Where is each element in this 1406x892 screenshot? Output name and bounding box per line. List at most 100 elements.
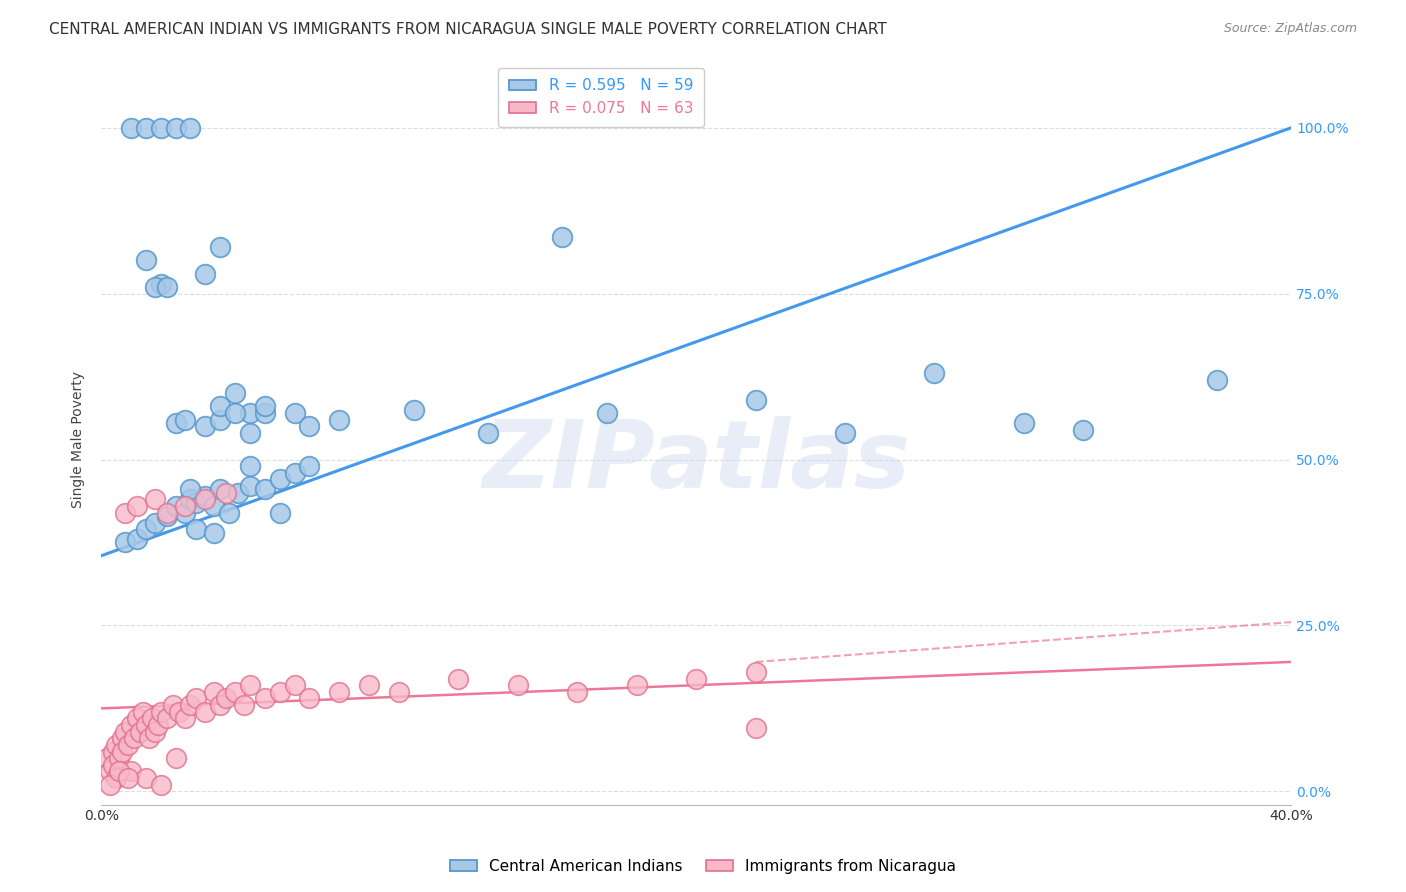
Point <box>117 738 139 752</box>
Point <box>233 698 256 712</box>
Point <box>596 406 619 420</box>
Point <box>135 771 157 785</box>
Point <box>745 392 768 407</box>
Point <box>477 425 499 440</box>
Point <box>202 499 225 513</box>
Point <box>284 678 307 692</box>
Point <box>173 711 195 725</box>
Point <box>105 771 128 785</box>
Point <box>224 406 246 420</box>
Point <box>101 745 124 759</box>
Point <box>239 678 262 692</box>
Point <box>253 406 276 420</box>
Point <box>218 506 240 520</box>
Point <box>156 711 179 725</box>
Point <box>298 419 321 434</box>
Point <box>125 532 148 546</box>
Point <box>924 366 946 380</box>
Point <box>98 764 121 779</box>
Point <box>162 698 184 712</box>
Point <box>194 492 217 507</box>
Point <box>202 525 225 540</box>
Point <box>179 698 201 712</box>
Point <box>143 280 166 294</box>
Point <box>149 778 172 792</box>
Point <box>143 724 166 739</box>
Point <box>224 386 246 401</box>
Point <box>173 499 195 513</box>
Point <box>186 496 208 510</box>
Point <box>298 459 321 474</box>
Point <box>125 711 148 725</box>
Point <box>269 685 291 699</box>
Point <box>186 691 208 706</box>
Point <box>194 419 217 434</box>
Point <box>179 483 201 497</box>
Point <box>114 506 136 520</box>
Point <box>388 685 411 699</box>
Point <box>143 492 166 507</box>
Text: CENTRAL AMERICAN INDIAN VS IMMIGRANTS FROM NICARAGUA SINGLE MALE POVERTY CORRELA: CENTRAL AMERICAN INDIAN VS IMMIGRANTS FR… <box>49 22 887 37</box>
Point <box>135 120 157 135</box>
Point <box>128 724 150 739</box>
Point <box>209 400 232 414</box>
Point <box>745 665 768 679</box>
Point <box>156 508 179 523</box>
Point <box>167 705 190 719</box>
Point <box>328 685 350 699</box>
Point <box>357 678 380 692</box>
Point <box>156 280 179 294</box>
Point <box>98 778 121 792</box>
Point <box>209 413 232 427</box>
Point <box>120 764 142 779</box>
Point <box>141 711 163 725</box>
Point <box>149 705 172 719</box>
Point <box>122 731 145 746</box>
Point <box>149 277 172 291</box>
Point <box>215 691 238 706</box>
Point <box>101 757 124 772</box>
Point <box>194 267 217 281</box>
Point <box>117 771 139 785</box>
Point <box>165 751 187 765</box>
Point <box>120 120 142 135</box>
Point <box>149 120 172 135</box>
Point <box>105 738 128 752</box>
Point <box>447 672 470 686</box>
Point <box>239 425 262 440</box>
Point <box>111 731 134 746</box>
Point <box>135 253 157 268</box>
Y-axis label: Single Male Poverty: Single Male Poverty <box>72 371 86 508</box>
Point <box>138 731 160 746</box>
Point <box>224 685 246 699</box>
Point <box>135 522 157 536</box>
Legend: R = 0.595   N = 59, R = 0.075   N = 63: R = 0.595 N = 59, R = 0.075 N = 63 <box>498 68 704 127</box>
Point <box>328 413 350 427</box>
Point <box>194 489 217 503</box>
Point <box>132 705 155 719</box>
Point <box>173 413 195 427</box>
Point <box>226 485 249 500</box>
Point <box>402 402 425 417</box>
Point <box>253 691 276 706</box>
Point <box>202 685 225 699</box>
Point <box>626 678 648 692</box>
Point <box>135 718 157 732</box>
Point <box>146 718 169 732</box>
Point <box>165 416 187 430</box>
Text: Source: ZipAtlas.com: Source: ZipAtlas.com <box>1223 22 1357 36</box>
Point <box>186 522 208 536</box>
Point <box>194 705 217 719</box>
Point <box>284 406 307 420</box>
Point <box>239 406 262 420</box>
Point <box>125 499 148 513</box>
Point <box>567 685 589 699</box>
Point <box>209 698 232 712</box>
Point <box>209 240 232 254</box>
Point <box>745 721 768 735</box>
Point <box>209 483 232 497</box>
Legend: Central American Indians, Immigrants from Nicaragua: Central American Indians, Immigrants fro… <box>443 853 963 880</box>
Point <box>120 718 142 732</box>
Point <box>143 516 166 530</box>
Point <box>834 425 856 440</box>
